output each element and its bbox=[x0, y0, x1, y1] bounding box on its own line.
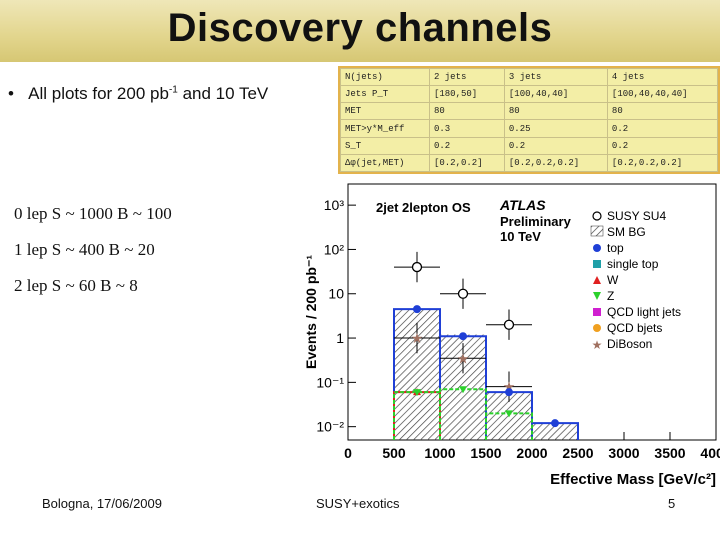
slide-title: Discovery channels bbox=[167, 6, 553, 50]
top-marker bbox=[413, 305, 421, 314]
title-band bbox=[0, 0, 720, 62]
chart-title: 2jet 2lepton OS bbox=[376, 200, 471, 215]
effective-mass-chart: 10⁻² 10⁻¹ 1 10 10² 10³ 0 500 1000 1500 2000 2500 300… bbox=[303, 183, 720, 488]
sm-bg-bar bbox=[532, 423, 578, 440]
legend-label: SUSY SU4 bbox=[607, 209, 666, 223]
yields-list: 0 lep S ~ 1000 B ~ 100 1 lep S ~ 400 B ~… bbox=[14, 204, 172, 312]
x-tick-label: 1500 bbox=[470, 445, 501, 461]
cuts-cell: 0.2 bbox=[428, 136, 505, 155]
cuts-row: MET>y*M_eff 0.3 0.25 0.2 bbox=[340, 119, 719, 138]
x-tick-label: 2500 bbox=[562, 445, 593, 461]
cuts-cell: 0.2 bbox=[503, 136, 608, 155]
cuts-header-cell: 3 jets bbox=[503, 67, 608, 87]
y-axis-title: Events / 200 pb⁻¹ bbox=[303, 255, 319, 369]
z-marker bbox=[505, 410, 513, 418]
y-tick-label: 10² bbox=[324, 241, 345, 257]
legend-label: QCD light jets bbox=[607, 305, 681, 319]
y-tick-label: 10³ bbox=[324, 197, 345, 213]
legend-label: W bbox=[607, 273, 619, 287]
x-tick-label: 500 bbox=[382, 445, 406, 461]
legend-label: SM BG bbox=[607, 225, 646, 239]
energy-label: 10 TeV bbox=[500, 229, 541, 244]
cuts-table-panel: N(jets) 2 jets 3 jets 4 jets Jets P_T [1… bbox=[338, 66, 720, 174]
cuts-row: Jets P_T [180,50] [100,40,40] [100,40,40… bbox=[340, 85, 719, 104]
x-tick-label: 0 bbox=[344, 445, 352, 461]
x-axis-title: Effective Mass [GeV/c²] bbox=[550, 471, 716, 488]
bullet-superscript: -1 bbox=[168, 84, 178, 96]
yield-0lep: 0 lep S ~ 1000 B ~ 100 bbox=[14, 204, 172, 223]
cuts-cell: [0.2,0.2,0.2] bbox=[503, 153, 608, 173]
cuts-cell: 80 bbox=[606, 102, 719, 121]
legend-label: DiBoson bbox=[607, 337, 652, 351]
cuts-cell: S_T bbox=[340, 136, 430, 155]
x-tick-label: 3000 bbox=[608, 445, 639, 461]
legend-label: top bbox=[607, 241, 624, 255]
cuts-cell: 0.2 bbox=[606, 119, 719, 138]
footer-location: Bologna, 17/06/2009 bbox=[42, 496, 162, 511]
cuts-row: MET 80 80 80 bbox=[340, 102, 719, 121]
cuts-row: S_T 0.2 0.2 0.2 bbox=[340, 136, 719, 155]
x-tick-label: 2000 bbox=[516, 445, 547, 461]
legend-marker bbox=[592, 211, 602, 221]
cuts-cell: MET>y*M_eff bbox=[340, 119, 430, 138]
legend-label: Z bbox=[607, 289, 614, 303]
legend-marker bbox=[593, 276, 601, 284]
y-tick-label: 10⁻² bbox=[316, 419, 344, 435]
x-tick-label: 4000 bbox=[700, 445, 720, 461]
diboson-marker: ★ bbox=[411, 330, 424, 346]
legend-label: QCD bjets bbox=[607, 321, 662, 335]
cuts-cell: 80 bbox=[503, 102, 608, 121]
cuts-cell: 0.2 bbox=[606, 136, 719, 155]
preliminary-label: Preliminary bbox=[500, 214, 572, 229]
cuts-cell: 80 bbox=[428, 102, 505, 121]
legend-marker: ★ bbox=[592, 338, 603, 352]
page-number: 5 bbox=[668, 496, 676, 511]
x-tick-label: 1000 bbox=[424, 445, 455, 461]
legend-marker bbox=[593, 308, 601, 316]
legend-marker bbox=[593, 244, 601, 252]
cuts-cell: 0.3 bbox=[428, 119, 505, 138]
top-marker bbox=[459, 332, 467, 341]
yield-2lep: 2 lep S ~ 60 B ~ 8 bbox=[14, 276, 138, 295]
cuts-row: Δφ(jet,MET) [0.2,0.2] [0.2,0.2,0.2] [0.2… bbox=[340, 153, 719, 173]
cuts-cell: [180,50] bbox=[428, 85, 505, 104]
bullet-tail: and 10 TeV bbox=[177, 84, 269, 103]
legend-marker bbox=[593, 292, 601, 300]
yield-1lep: 1 lep S ~ 400 B ~ 20 bbox=[14, 240, 155, 259]
susy-marker bbox=[457, 288, 469, 299]
legend-marker bbox=[590, 225, 604, 237]
cuts-header-row: N(jets) 2 jets 3 jets 4 jets bbox=[340, 67, 719, 87]
z-marker bbox=[459, 386, 467, 394]
cuts-header-cell: 2 jets bbox=[428, 67, 505, 87]
y-tick-label: 1 bbox=[336, 330, 344, 346]
footer-topic: SUSY+exotics bbox=[316, 496, 400, 511]
legend-label: single top bbox=[607, 257, 659, 271]
cuts-cell: [100,40,40,40] bbox=[606, 85, 719, 104]
cuts-header-cell: 4 jets bbox=[606, 67, 719, 87]
x-tick-label: 3500 bbox=[654, 445, 685, 461]
z-marker bbox=[413, 389, 421, 397]
susy-marker bbox=[411, 261, 423, 273]
bullet-main: All plots for 200 pb bbox=[28, 84, 169, 103]
cuts-cell: Jets P_T bbox=[340, 85, 430, 104]
bullet-text: • All plots for 200 pb-1 and 10 TeV bbox=[8, 84, 269, 103]
cuts-cell: Δφ(jet,MET) bbox=[340, 153, 430, 173]
diboson-marker: ★ bbox=[457, 350, 470, 366]
top-marker bbox=[505, 388, 513, 397]
cuts-cell: [0.2,0.2,0.2] bbox=[606, 153, 719, 173]
cuts-cell: MET bbox=[340, 102, 430, 121]
cuts-cell: 0.25 bbox=[503, 119, 608, 138]
susy-marker bbox=[503, 319, 515, 330]
cuts-cell: [0.2,0.2] bbox=[428, 153, 505, 173]
cuts-header-cell: N(jets) bbox=[340, 67, 430, 87]
legend-marker bbox=[593, 260, 601, 268]
cuts-table: N(jets) 2 jets 3 jets 4 jets Jets P_T [1… bbox=[340, 67, 719, 173]
cuts-cell: [100,40,40] bbox=[503, 85, 608, 104]
legend-marker bbox=[593, 324, 601, 332]
top-marker bbox=[551, 419, 559, 428]
y-tick-label: 10 bbox=[328, 286, 344, 302]
atlas-label: ATLAS bbox=[499, 197, 546, 213]
y-tick-label: 10⁻¹ bbox=[316, 374, 344, 390]
